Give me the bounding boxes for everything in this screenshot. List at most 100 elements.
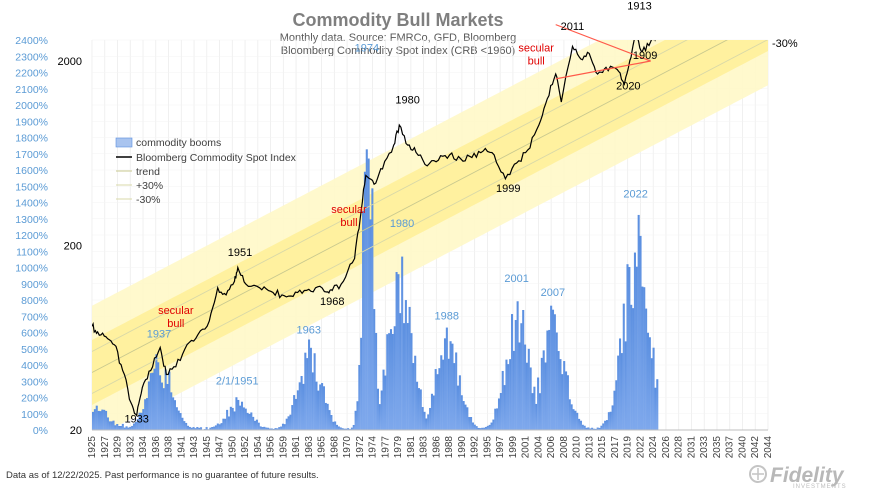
boom-bar — [108, 421, 111, 430]
boom-bar — [235, 397, 238, 430]
boom-bar — [356, 401, 359, 430]
boom-bar — [401, 256, 404, 430]
x-tick-label: 1950 — [227, 436, 238, 459]
boom-bar — [609, 411, 612, 430]
x-tick-label: 1945 — [202, 436, 213, 459]
commodity-booms-bars — [92, 149, 659, 430]
boom-bar — [280, 426, 283, 430]
boom-bar — [311, 372, 314, 430]
boom-bar — [598, 427, 601, 430]
boom-bar — [581, 424, 584, 430]
boom-bar — [95, 405, 98, 430]
boom-bar — [341, 428, 344, 430]
left-tick-label: 1900% — [15, 116, 48, 128]
boom-bar — [630, 304, 633, 430]
boom-bar — [615, 380, 618, 430]
boom-bar — [343, 428, 346, 430]
boom-bar — [438, 368, 441, 430]
boom-bar — [313, 353, 316, 430]
boom-bar — [624, 341, 627, 430]
boom-bar — [617, 355, 620, 430]
boom-bar — [417, 388, 420, 430]
boom-bar — [132, 423, 136, 430]
boom-bar — [533, 386, 536, 430]
x-tick-label: 1938 — [164, 436, 175, 459]
left-tick-label: 1200% — [15, 230, 48, 242]
boom-bar — [159, 375, 162, 430]
boom-bar — [479, 428, 482, 430]
boom-bar — [93, 409, 96, 430]
trend-line — [92, 40, 728, 373]
boom-bar — [496, 408, 499, 430]
boom-bar — [650, 358, 653, 430]
boom-bar — [645, 308, 648, 430]
fidelity-logo-sub: INVESTMENTS — [793, 484, 847, 490]
boom-bar — [166, 383, 169, 430]
boom-bar — [281, 423, 285, 430]
boom-bar — [445, 327, 448, 430]
x-tick-label: 2004 — [533, 436, 544, 459]
x-tick-label: 1999 — [508, 436, 519, 459]
boom-bar — [553, 314, 556, 430]
boom-bar — [538, 393, 542, 430]
boom-bar — [466, 407, 469, 430]
x-axis-ticks: 1925 1927 1929 1932 1934 1936 1938 1941 1943 1945… — [87, 436, 774, 459]
boom-bar — [557, 351, 560, 430]
boom-bar — [527, 348, 530, 430]
fidelity-mark-icon — [749, 465, 767, 483]
boom-bar — [611, 405, 614, 430]
x-tick-label: 1986 — [431, 436, 442, 459]
boom-bar — [561, 374, 564, 430]
boom-bar — [542, 350, 545, 430]
boom-bar — [252, 416, 255, 430]
boom-bar — [568, 399, 571, 430]
log-tick-label: 200 — [64, 241, 82, 253]
annotation-black: 1909 — [633, 50, 657, 62]
boom-bar — [211, 426, 214, 430]
boom-bar — [607, 412, 610, 430]
boom-bar — [626, 264, 629, 430]
boom-bar — [604, 420, 607, 430]
boom-bar — [427, 414, 430, 430]
boom-bar — [484, 426, 487, 430]
boom-bar — [654, 387, 657, 430]
boom-bar — [209, 427, 212, 430]
boom-bar — [335, 424, 339, 430]
boom-bar — [270, 428, 273, 430]
boom-bar — [551, 309, 555, 430]
trend-band-inner — [92, 40, 768, 405]
x-tick-label: 1941 — [176, 436, 187, 459]
left-tick-label: 1800% — [15, 133, 48, 145]
boom-bar — [283, 424, 286, 430]
boom-bar — [516, 301, 519, 430]
boom-bar — [600, 425, 603, 430]
boom-bar — [548, 329, 551, 430]
boom-bar — [328, 410, 331, 430]
boom-bar — [347, 428, 350, 430]
x-tick-label: 1974 — [368, 436, 379, 459]
index-line — [92, 40, 656, 417]
boom-bar — [449, 341, 452, 430]
boom-bar — [605, 420, 609, 430]
boom-bar — [92, 411, 95, 430]
boom-bar — [101, 409, 104, 430]
boom-bar — [458, 375, 461, 430]
boom-bar — [633, 252, 636, 430]
left-tick-label: 300% — [21, 376, 48, 388]
x-tick-label: 1936 — [151, 436, 162, 459]
boom-bar — [294, 398, 298, 430]
boom-bar — [470, 417, 473, 430]
boom-bar — [136, 419, 139, 430]
boom-bar — [473, 424, 476, 430]
annotation-red: secular — [158, 305, 194, 317]
boom-bar — [162, 388, 165, 430]
boom-bar — [421, 407, 424, 430]
boom-bar — [365, 149, 368, 430]
x-tick-label: 1952 — [240, 436, 251, 459]
boom-bar — [337, 426, 340, 430]
x-tick-label: 2017 — [610, 436, 621, 459]
boom-bar — [352, 424, 355, 430]
boom-bar — [574, 410, 577, 430]
left-tick-label: 1700% — [15, 149, 48, 161]
annotation-red: bull — [340, 217, 357, 229]
